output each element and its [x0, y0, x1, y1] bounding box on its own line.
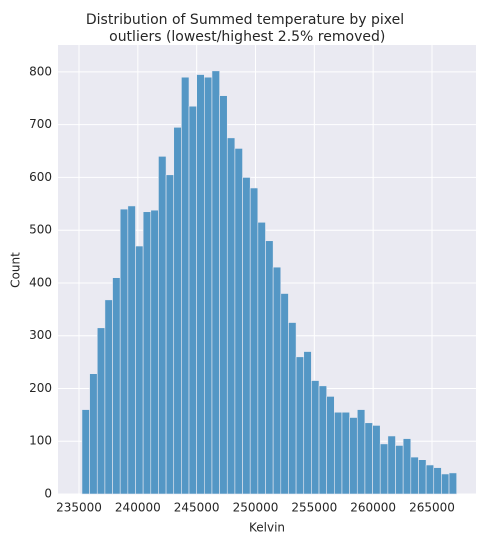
bar [356, 409, 366, 495]
bar [410, 456, 419, 495]
bar [295, 356, 305, 495]
bar [272, 266, 282, 495]
bar [81, 409, 90, 495]
bar [425, 464, 435, 495]
bar [341, 411, 350, 495]
bar [112, 277, 121, 495]
x-tick-label: 265000 [409, 501, 455, 515]
bar [150, 209, 159, 495]
y-axis-label: Count [9, 252, 23, 288]
bar [165, 174, 175, 495]
x-tick-label: 240000 [115, 501, 161, 515]
x-tick-label: 250000 [233, 501, 279, 515]
y-tick-label: 700 [29, 117, 52, 131]
x-tick-label: 235000 [56, 501, 102, 515]
x-tick-label: 260000 [350, 501, 396, 515]
bar [288, 322, 297, 495]
bar [433, 467, 442, 495]
bar [196, 74, 205, 495]
y-tick-label: 200 [29, 381, 52, 395]
x-axis-label: Kelvin [249, 521, 285, 535]
bar [372, 425, 381, 495]
bar [127, 205, 136, 495]
bar [142, 211, 152, 495]
bar [119, 208, 129, 495]
bar [280, 293, 289, 495]
bar [234, 148, 243, 495]
bar [441, 473, 450, 495]
bar [448, 472, 457, 495]
bar [257, 221, 266, 495]
bar [418, 459, 427, 495]
bar [402, 438, 412, 495]
bar [387, 435, 396, 495]
bar [395, 445, 404, 495]
bar [326, 396, 335, 495]
y-tick-label: 300 [29, 328, 52, 342]
bar [349, 417, 358, 495]
bar [96, 327, 106, 495]
y-tick-label: 400 [29, 275, 52, 289]
y-tick-label: 500 [29, 223, 52, 237]
bar [364, 422, 373, 495]
bar [135, 245, 144, 495]
y-tick-label: 100 [29, 434, 52, 448]
bar [379, 443, 389, 495]
chart-title: Distribution of Summed temperature by pi… [86, 12, 404, 28]
x-tick-label: 255000 [291, 501, 337, 515]
y-tick-label: 800 [29, 64, 52, 78]
bar [89, 373, 98, 495]
bar [311, 380, 320, 495]
bar [104, 299, 113, 495]
bar [334, 411, 343, 495]
bar [211, 70, 220, 495]
y-tick-label: 600 [29, 170, 52, 184]
x-tick-label: 245000 [174, 501, 220, 515]
bar [204, 76, 213, 495]
bar [219, 95, 228, 495]
chart-title: outliers (lowest/highest 2.5% removed) [105, 29, 386, 45]
bar [226, 137, 236, 495]
bar [249, 187, 259, 495]
bar [173, 127, 182, 495]
bar [181, 76, 190, 495]
bar [242, 177, 251, 495]
bar [265, 240, 274, 495]
bar [158, 156, 167, 495]
bar [318, 385, 327, 495]
y-tick-label: 0 [44, 487, 52, 501]
bar [303, 351, 312, 495]
bar [188, 105, 197, 495]
